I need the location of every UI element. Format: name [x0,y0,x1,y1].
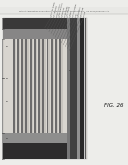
Text: Passivation: Passivation [78,5,82,16]
Text: 10: 10 [6,24,9,25]
Text: Patent Application Publication    Feb. 17, 2011   Sheet 8 of 11    US 2011/00375: Patent Application Publication Feb. 17, … [19,10,109,12]
Bar [44,39,46,133]
Bar [59,39,61,133]
Bar [42,39,44,133]
Text: P+ implant: P+ implant [54,5,58,16]
Bar [70,18,77,159]
Bar [55,39,57,133]
Bar [57,39,58,133]
Text: ILD: ILD [75,13,77,16]
Text: Anode: Anode [83,10,86,16]
Text: 20: 20 [6,46,9,47]
Bar [23,39,25,133]
Text: Source metal: Source metal [73,3,77,16]
Text: FIG. 26: FIG. 26 [104,103,124,108]
Bar [32,39,33,133]
Text: 70: 70 [6,153,9,154]
Bar [27,39,29,133]
Text: SiO2 dielectric: SiO2 dielectric [59,2,64,16]
Bar [3,133,67,143]
Bar [0,7,128,14]
Bar [53,39,54,133]
Text: Polysilicon: Polysilicon [62,6,66,16]
Bar [19,39,20,133]
Bar [3,18,87,159]
Bar [67,18,70,159]
Text: Gate oxide: Gate oxide [65,6,68,16]
Text: 60: 60 [6,138,9,139]
Bar [17,39,19,133]
Bar [13,39,15,133]
Text: N+ source: N+ source [67,6,71,16]
Bar [38,39,40,133]
Bar [36,39,37,133]
Text: Bond pad: Bond pad [81,7,84,16]
Bar [49,39,50,133]
Bar [84,18,85,159]
Text: 30: 30 [6,78,9,79]
Bar [61,39,63,133]
Bar [40,39,41,133]
Text: N-drift region: N-drift region [57,3,61,16]
Text: Schottky metal: Schottky metal [51,2,56,16]
Bar [34,39,36,133]
Bar [85,18,86,159]
Text: 80: 80 [69,70,72,71]
Bar [30,39,32,133]
Bar [3,29,67,39]
Bar [15,39,16,133]
Text: 50: 50 [6,101,9,102]
Bar [21,39,23,133]
Bar [3,143,67,159]
Text: P-body: P-body [70,9,73,16]
Bar [25,39,27,133]
Bar [77,18,80,159]
Bar [3,18,67,29]
Bar [47,39,49,133]
Bar [80,18,84,159]
Bar [51,39,53,133]
